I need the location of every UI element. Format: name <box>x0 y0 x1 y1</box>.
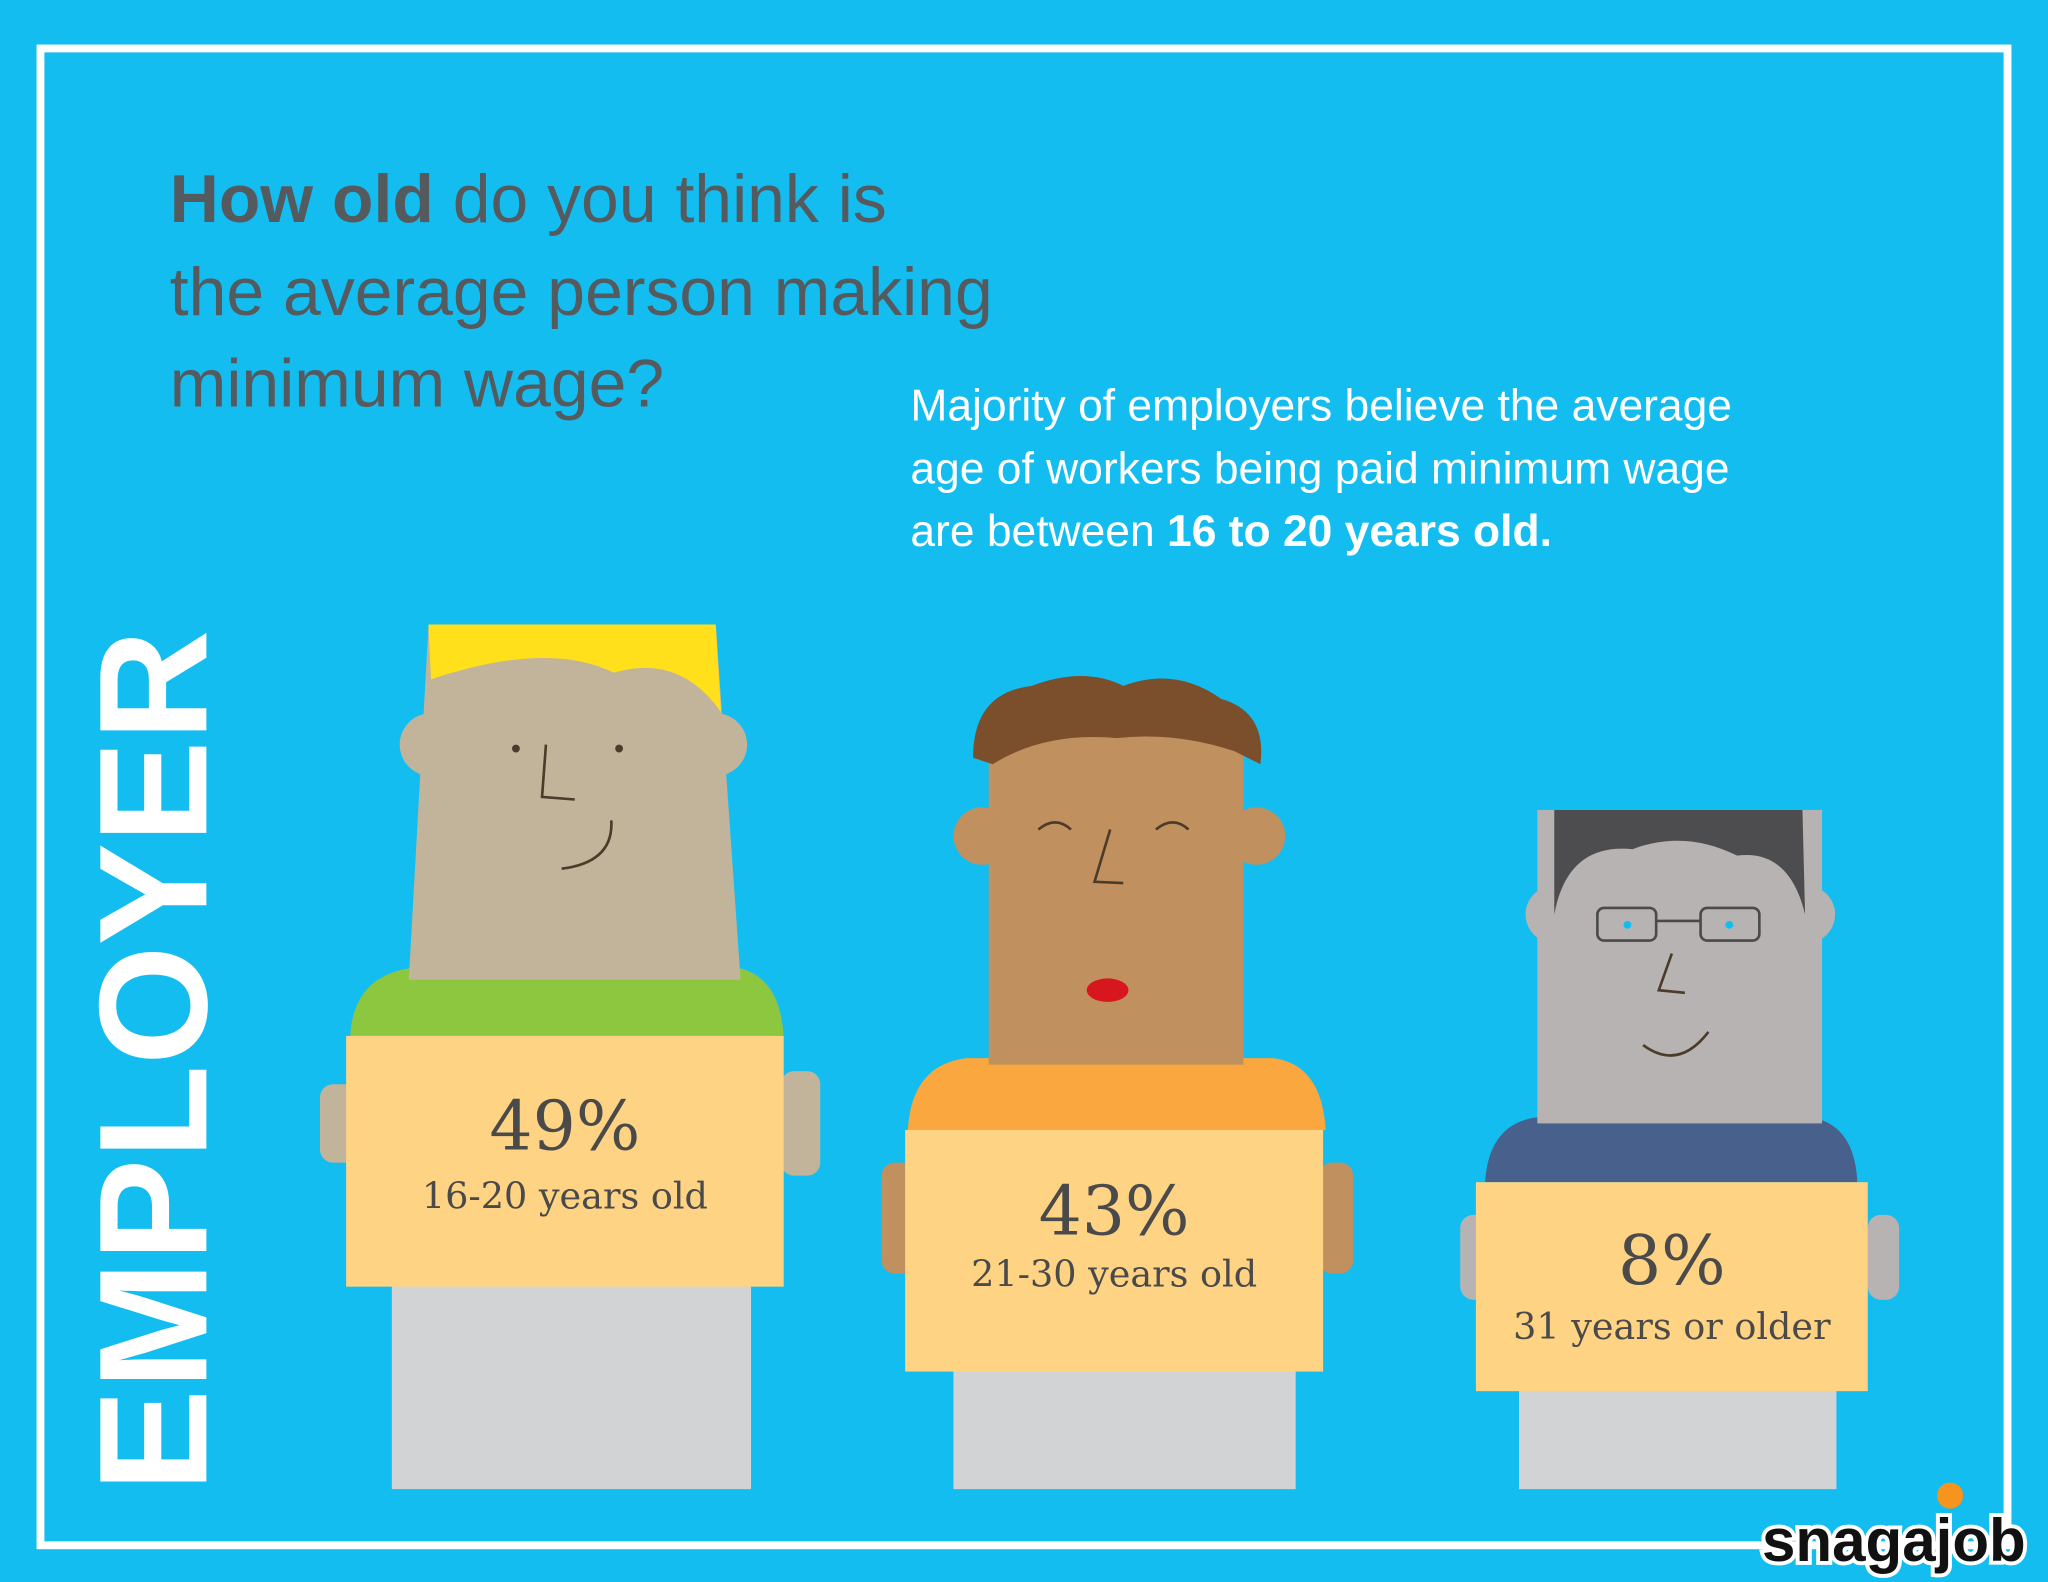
subtitle-line: age of workers being paid minimum wage <box>910 444 1729 493</box>
eye <box>512 744 520 753</box>
frame <box>36 44 2012 1550</box>
shirt <box>1485 1116 1858 1183</box>
hair <box>1554 809 1806 915</box>
lips <box>1086 978 1129 1002</box>
sign-percent: 49% <box>489 1088 640 1167</box>
hand <box>1867 1214 1900 1300</box>
hair <box>973 676 1262 765</box>
face <box>540 744 613 871</box>
side-label: EMPLOYER <box>66 630 239 1492</box>
sign <box>346 1035 784 1287</box>
sign-label: 21-30 years old <box>971 1253 1257 1296</box>
logo: snagajob <box>1762 1507 2026 1574</box>
person-1 <box>320 624 821 1490</box>
hair <box>428 624 721 712</box>
subtitle-line: are between 16 to 20 years old. <box>910 507 1552 556</box>
hand <box>1319 1162 1354 1274</box>
subtitle-text: are between <box>910 507 1167 556</box>
title-line: minimum wage? <box>170 346 664 421</box>
title-line: How old do you think is <box>170 162 887 237</box>
sign-label: 31 years or older <box>1513 1305 1831 1348</box>
face <box>1037 821 1190 885</box>
eye <box>1725 920 1734 929</box>
head <box>408 624 741 980</box>
subtitle-line: Majority of employers believe the averag… <box>910 382 1732 431</box>
sign-percent: 43% <box>1039 1172 1190 1251</box>
subtitle-bold: 16 to 20 years old. <box>1167 507 1552 556</box>
apron <box>953 1358 1296 1490</box>
sign-percent: 8% <box>1618 1222 1726 1301</box>
hand <box>781 1071 821 1176</box>
title-rest: do you think is <box>434 162 887 237</box>
shirt <box>907 1058 1326 1130</box>
person-2 <box>881 676 1354 1490</box>
sign <box>1475 1182 1868 1392</box>
apron <box>391 1254 752 1490</box>
lens <box>1699 906 1761 942</box>
eye <box>615 744 624 753</box>
logo-dot <box>1936 1482 1964 1509</box>
sign-label: 16-20 years old <box>422 1174 708 1217</box>
title-bold: How old <box>170 162 434 237</box>
eye <box>1623 920 1632 929</box>
face <box>1642 953 1710 1057</box>
shirt <box>350 966 784 1039</box>
head <box>988 731 1244 1065</box>
cards: 49% 16-20 years old 43%21-30 years old 8%31… <box>346 1035 1868 1392</box>
sign <box>905 1129 1324 1372</box>
glasses <box>1596 906 1761 942</box>
title-line: the average person making <box>170 255 993 330</box>
lens <box>1596 906 1658 942</box>
